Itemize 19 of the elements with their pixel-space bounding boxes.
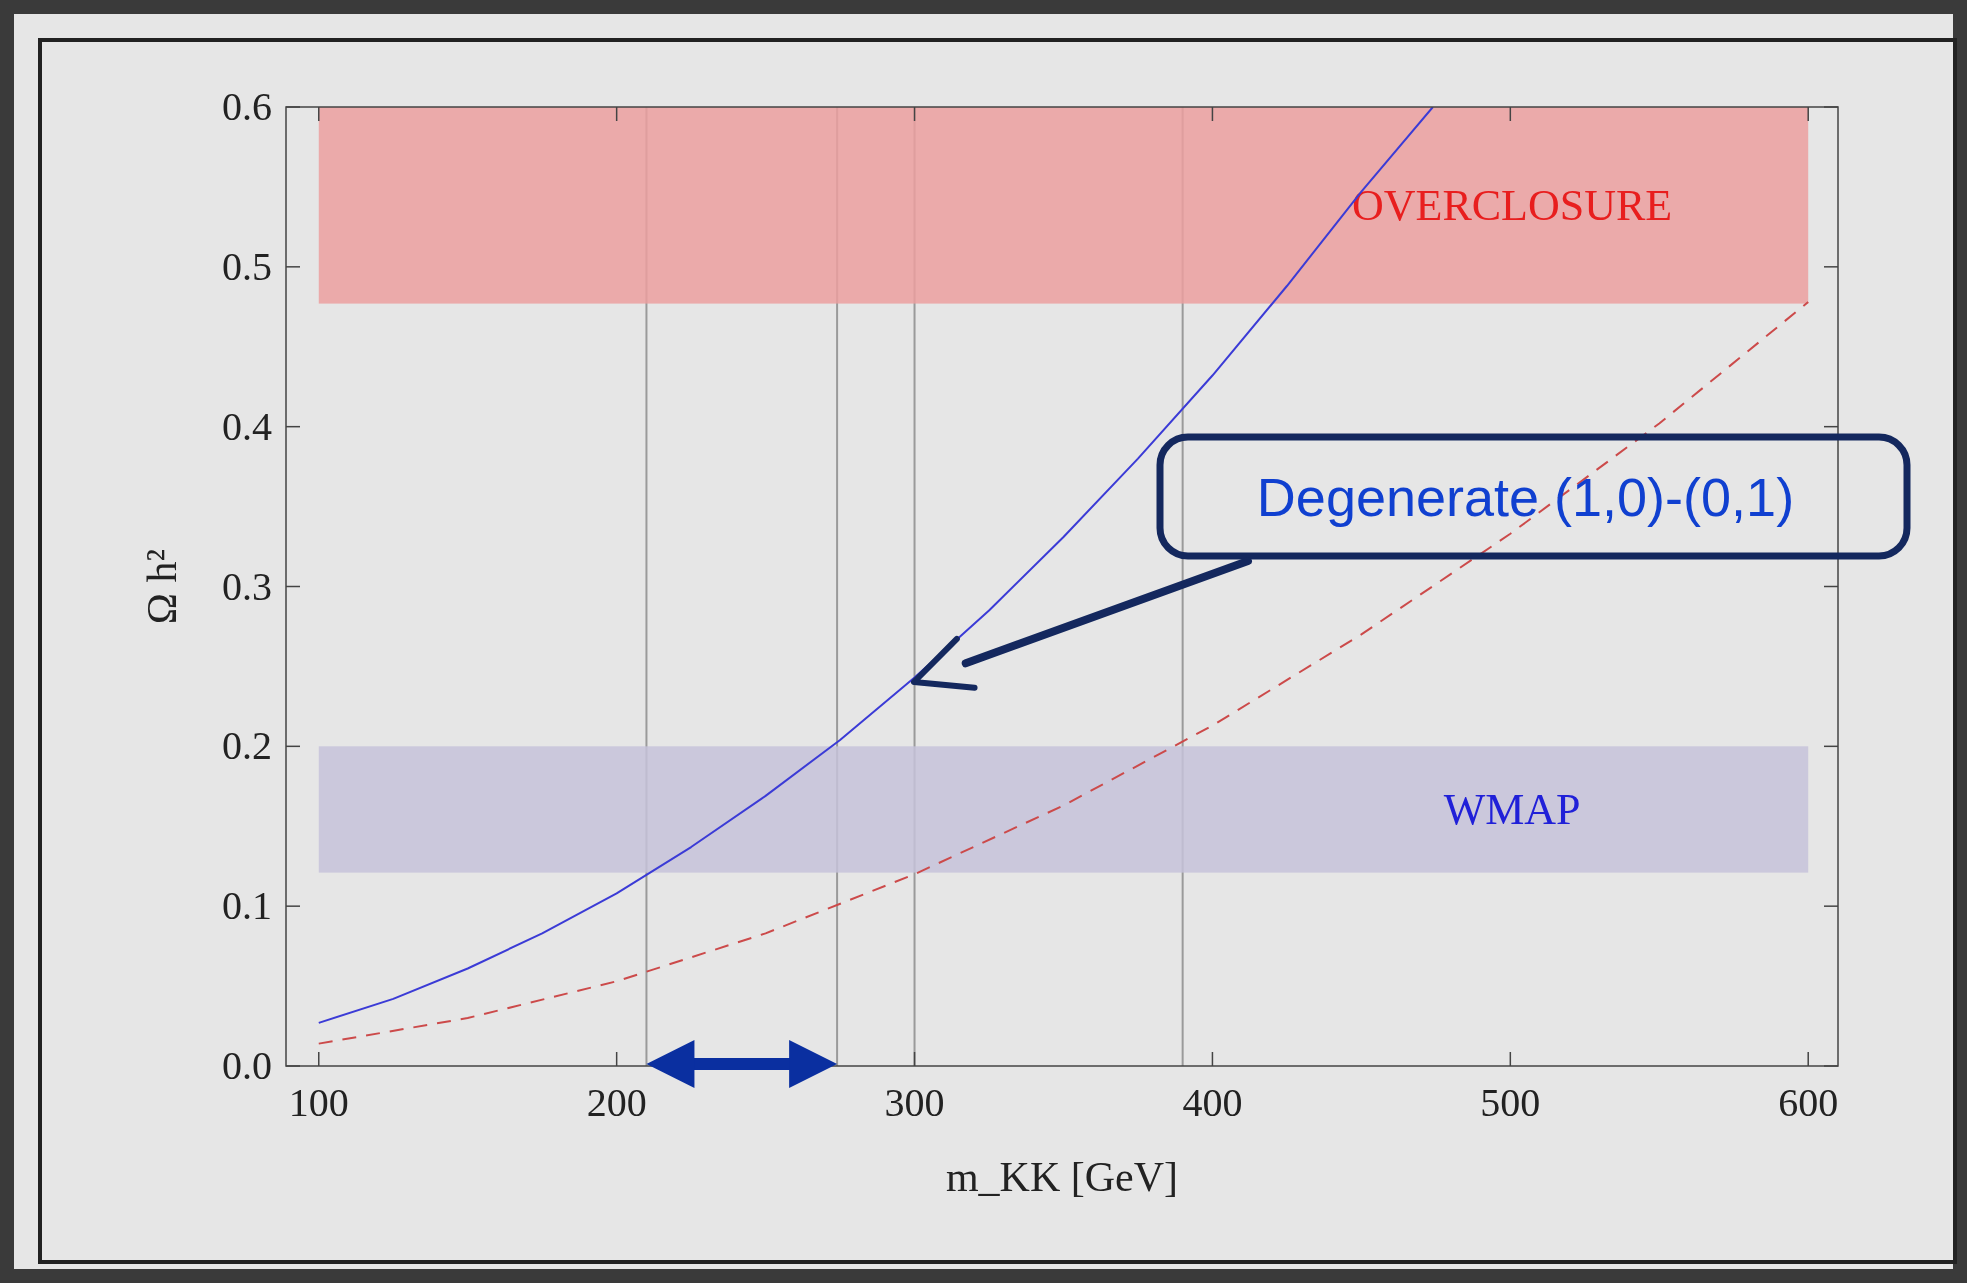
y-tick-label: 0.2 [222,723,272,769]
annotation: Degenerate (1,0)-(0,1) [1256,466,1795,527]
x-axis-title: m_KK [GeV] [945,1154,1179,1200]
x-tick-label: 600 [1778,1080,1839,1125]
y-tick-label: 0.1 [222,883,272,929]
x-tick-label: 200 [586,1080,647,1125]
y-axis-title: Ω h² [139,548,185,625]
x-tick-label: 500 [1480,1080,1541,1125]
x-tick-label: 300 [884,1080,945,1125]
y-tick-label: 0.6 [222,84,272,129]
y-tick-label: 0.3 [222,563,272,609]
y-tick-label: 0.5 [222,243,272,289]
x-tick-label: 100 [288,1080,349,1125]
line-series [317,301,1810,1045]
y-tick-label: 0.4 [222,403,272,449]
y-tick-label: 0.0 [222,1043,272,1088]
band-label: WMAP [1443,785,1581,835]
x-tick-label: 400 [1182,1080,1243,1125]
band-label: OVERCLOSURE [1351,181,1673,231]
